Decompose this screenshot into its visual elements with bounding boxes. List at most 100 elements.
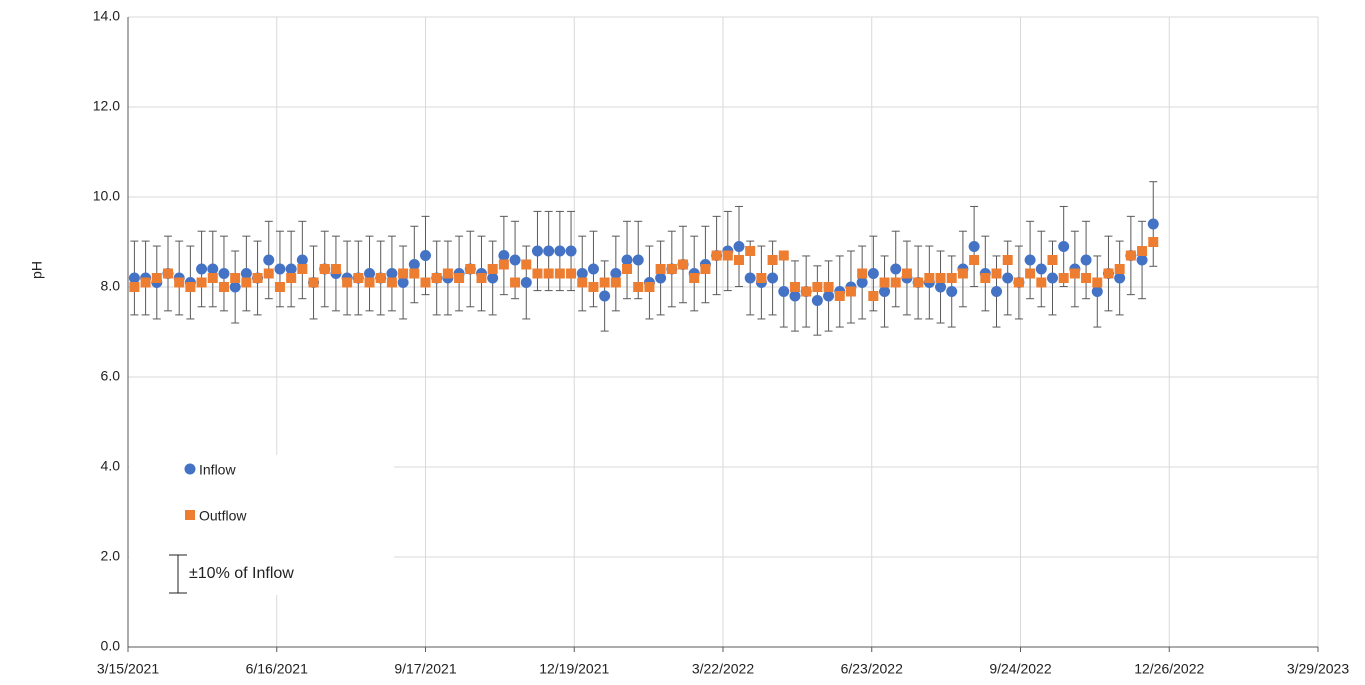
x-tick-label: 3/22/2022: [692, 661, 754, 677]
point: [140, 277, 151, 288]
point: [622, 264, 633, 274]
point: [834, 291, 845, 301]
point: [196, 263, 208, 275]
point: [487, 264, 498, 274]
point: [397, 277, 409, 288]
point: [1080, 254, 1092, 266]
point: [1046, 272, 1058, 284]
x-tick-label: 12/26/2022: [1134, 661, 1204, 677]
point: [364, 277, 375, 288]
legend-label: Inflow: [199, 462, 236, 478]
point: [1103, 268, 1114, 279]
point: [901, 268, 912, 279]
point: [1013, 277, 1024, 288]
point: [543, 268, 554, 279]
point: [207, 263, 219, 275]
point: [296, 254, 308, 266]
point: [520, 277, 532, 288]
point: [767, 255, 778, 265]
point: [924, 273, 935, 283]
point: [946, 273, 957, 283]
point: [285, 263, 297, 275]
x-tick-label: 9/24/2022: [989, 661, 1051, 677]
point: [408, 259, 420, 270]
point: [801, 286, 812, 297]
point: [857, 268, 868, 279]
point: [991, 286, 1003, 297]
point: [913, 277, 924, 288]
point: [521, 259, 532, 270]
point: [297, 264, 308, 274]
point: [487, 272, 499, 284]
legend-marker: [185, 510, 195, 520]
point: [274, 263, 286, 275]
point: [890, 263, 902, 275]
point: [342, 277, 353, 288]
point: [655, 272, 667, 284]
point: [263, 254, 275, 266]
point: [969, 255, 980, 265]
point: [957, 268, 968, 279]
point: [274, 282, 285, 292]
point: [218, 282, 229, 292]
point: [1137, 246, 1148, 256]
point: [722, 250, 733, 261]
point: [588, 282, 599, 292]
point: [498, 259, 509, 270]
point: [454, 273, 465, 283]
point: [162, 268, 173, 279]
point: [812, 282, 823, 292]
point: [509, 254, 521, 266]
point: [789, 282, 800, 292]
point: [1091, 286, 1103, 297]
point: [610, 277, 621, 288]
legend-marker: [184, 463, 196, 475]
legend-background: [129, 455, 394, 595]
x-tick-label: 9/17/2021: [394, 661, 456, 677]
point: [174, 277, 185, 288]
point: [554, 268, 565, 279]
point: [778, 286, 790, 297]
point: [476, 273, 487, 283]
x-tick-label: 12/19/2021: [539, 661, 609, 677]
point: [599, 290, 611, 302]
point: [678, 259, 689, 270]
point: [610, 268, 622, 279]
legend-label: ±10% of Inflow: [189, 565, 294, 582]
x-tick-label: 6/16/2021: [246, 661, 308, 677]
point: [129, 282, 140, 292]
point: [1114, 264, 1125, 274]
point: [935, 281, 947, 293]
point: [566, 268, 577, 279]
point: [1125, 250, 1136, 261]
point: [207, 273, 218, 283]
point: [1058, 273, 1069, 283]
point: [756, 273, 767, 283]
point: [386, 277, 397, 288]
point: [230, 273, 241, 283]
point: [946, 286, 958, 297]
point: [420, 250, 431, 261]
point: [1058, 241, 1070, 252]
point: [1147, 218, 1159, 230]
point: [531, 245, 543, 257]
y-axis-label: pH: [29, 261, 45, 279]
point: [823, 290, 835, 302]
x-tick-label: 3/15/2021: [97, 661, 159, 677]
point: [991, 268, 1002, 279]
point: [1047, 255, 1058, 265]
y-tick-label: 12.0: [93, 98, 120, 114]
y-tick-label: 2.0: [101, 548, 121, 564]
point: [431, 273, 442, 283]
point: [599, 277, 610, 288]
point: [1002, 255, 1013, 265]
point: [543, 245, 555, 257]
point: [733, 241, 745, 252]
point: [241, 277, 252, 288]
point: [879, 277, 890, 288]
y-tick-label: 8.0: [101, 278, 121, 294]
point: [532, 268, 543, 279]
point: [319, 264, 330, 274]
point: [409, 268, 420, 279]
point: [867, 268, 879, 279]
